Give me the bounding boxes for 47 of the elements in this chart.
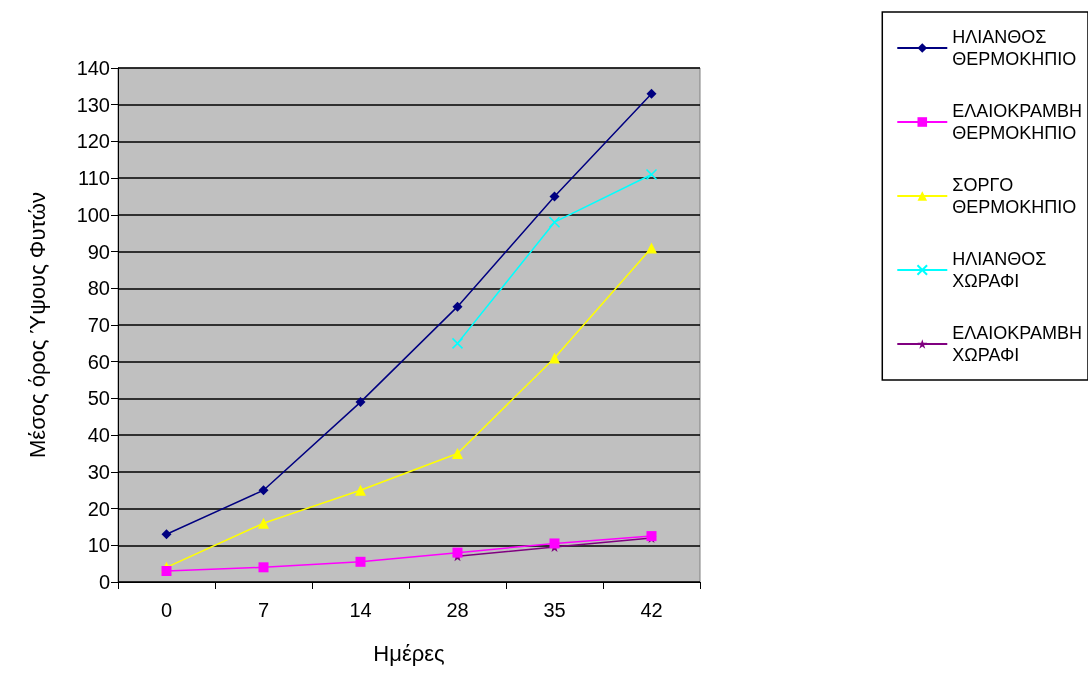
y-tick-label: 80 <box>87 277 110 300</box>
point <box>258 485 269 496</box>
x-tick-label: 7 <box>257 599 270 621</box>
y-axis-title: Μέσος όρος Ύψους Φυτών <box>24 192 50 458</box>
point <box>452 301 463 312</box>
legend-label: ΗΛΙΑΝΘΟΣ ΘΕΡΜΟΚΗΠΙΟ <box>952 27 1077 69</box>
point <box>355 484 366 496</box>
point <box>258 517 269 529</box>
y-tick-label: 70 <box>87 314 110 336</box>
y-tick-label: 130 <box>76 93 110 116</box>
point <box>451 337 464 350</box>
point <box>161 529 172 540</box>
y-tick-label: 120 <box>76 130 110 153</box>
y-tick-label: 140 <box>76 57 110 79</box>
point <box>452 448 463 459</box>
point <box>549 191 560 202</box>
y-tick-label: 50 <box>87 387 110 410</box>
x-tick-label: 14 <box>349 599 372 621</box>
point <box>646 242 657 254</box>
point <box>355 556 366 567</box>
y-tick-label: 90 <box>87 240 110 263</box>
legend-label: ΗΛΙΑΝΘΟΣ ΧΩΡΑΦΙ <box>952 249 1047 291</box>
point <box>549 538 560 549</box>
point <box>549 352 560 364</box>
y-tick-label: 60 <box>87 350 110 373</box>
legend-label: ΕΛΑΙΟΚΡΑΜΒΗ ΧΩΡΑΦΙ <box>952 323 1082 365</box>
point <box>646 88 657 99</box>
point <box>258 562 269 573</box>
point <box>645 168 658 181</box>
point <box>161 565 172 576</box>
point <box>548 216 561 228</box>
legend-label: ΣΟΡΓΟ ΘΕΡΜΟΚΗΠΙΟ <box>952 175 1077 217</box>
y-tick-label: 0 <box>98 571 110 593</box>
point <box>452 547 463 558</box>
legend-label: ΕΛΑΙΟΚΡΑΜΒΗ ΘΕΡΜΟΚΗΠΙΟ <box>952 101 1082 143</box>
x-tick-label: 42 <box>640 599 663 621</box>
x-axis-title: Ημέρες <box>373 640 445 666</box>
x-tick-label: 28 <box>446 599 469 621</box>
y-tick-label: 10 <box>87 534 110 557</box>
y-tick-label: 30 <box>87 460 110 483</box>
y-tick-label: 110 <box>78 167 110 190</box>
y-tick-label: 100 <box>76 203 110 226</box>
x-tick-label: 35 <box>543 599 566 621</box>
x-tick-label: 0 <box>160 599 173 621</box>
y-tick-label: 40 <box>87 424 110 447</box>
point <box>355 397 366 408</box>
y-tick-label: 20 <box>87 497 110 520</box>
